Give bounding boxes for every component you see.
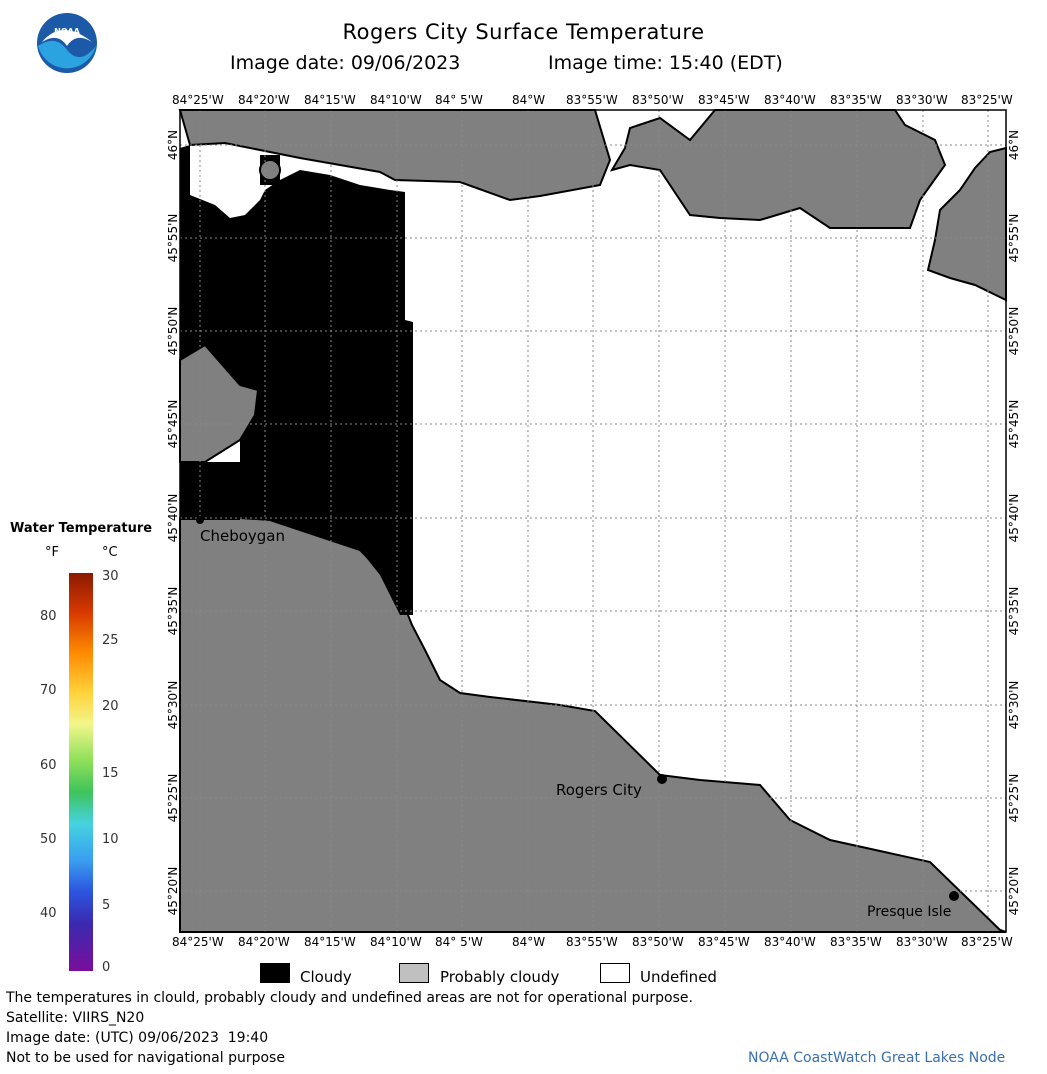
- lat-tick-right: 45°35'N: [1007, 587, 1021, 636]
- land-northeast: [609, 109, 947, 229]
- legend-label-cloudy: Cloudy: [300, 968, 352, 986]
- legend-label-probably-cloudy: Probably cloudy: [440, 968, 560, 986]
- f-tick: 80: [40, 609, 57, 624]
- lon-tick: 84°15'W: [304, 93, 356, 107]
- lon-tick: 84°10'W: [370, 93, 422, 107]
- noaa-logo: NOAA: [36, 12, 98, 74]
- c-tick: 25: [102, 633, 119, 648]
- lon-tick: 84°20'W: [238, 935, 290, 949]
- image-date: Image date: 09/06/2023: [230, 52, 461, 74]
- land-north: [178, 109, 612, 202]
- f-tick: 70: [40, 683, 57, 698]
- rogers-city-marker: [657, 774, 667, 784]
- c-tick: 5: [102, 898, 111, 913]
- land-east: [926, 146, 1007, 302]
- lon-tick: 84°25'W: [172, 93, 224, 107]
- f-tick: 60: [40, 758, 57, 773]
- lat-tick-right: 45°30'N: [1007, 681, 1021, 730]
- lat-tick-left: 45°40'N: [166, 494, 180, 543]
- lon-tick: 84°W: [512, 935, 546, 949]
- satellite-text: Satellite: VIIRS_N20: [6, 1010, 145, 1026]
- logo-text: NOAA: [54, 27, 80, 36]
- image-time: Image time: 15:40 (EDT): [548, 52, 783, 74]
- lat-tick-right: 45°55'N: [1007, 214, 1021, 263]
- disclaimer-text: The temperatures in clould, probably clo…: [6, 990, 693, 1006]
- lat-tick-left: 46°N: [166, 130, 180, 160]
- legend-swatch-undefined: [600, 963, 630, 983]
- presque-isle-marker: [949, 891, 959, 901]
- lat-tick-right: 45°25'N: [1007, 774, 1021, 823]
- nav-warning-text: Not to be used for navigational purpose: [6, 1050, 285, 1066]
- lon-tick: 84° 5'W: [435, 935, 483, 949]
- map-title: Rogers City Surface Temperature: [342, 20, 705, 44]
- lon-tick: 84°15'W: [304, 935, 356, 949]
- lat-tick-right: 45°40'N: [1007, 494, 1021, 543]
- lon-tick: 83°35'W: [830, 93, 882, 107]
- lon-tick: 83°40'W: [764, 935, 816, 949]
- lat-tick-right: 45°50'N: [1007, 307, 1021, 356]
- legend-swatch-cloudy: [260, 963, 290, 983]
- c-tick: 0: [102, 960, 111, 975]
- cheboygan-marker: [196, 516, 204, 524]
- place-label-cheboygan: Cheboygan: [200, 527, 286, 545]
- credit-text: NOAA CoastWatch Great Lakes Node: [748, 1050, 1006, 1066]
- lon-tick: 83°45'W: [698, 93, 750, 107]
- lon-tick: 83°25'W: [961, 93, 1013, 107]
- lon-tick: 84° 5'W: [435, 93, 483, 107]
- legend-label-undefined: Undefined: [640, 968, 717, 986]
- colorbar-unit-c: °C: [102, 545, 118, 560]
- lon-tick: 84°10'W: [370, 935, 422, 949]
- lon-tick: 84°25'W: [172, 935, 224, 949]
- lon-tick: 83°50'W: [632, 93, 684, 107]
- colorbar-unit-f: °F: [45, 545, 59, 560]
- lat-tick-right: 45°20'N: [1007, 867, 1021, 916]
- utc-date-text: Image date: (UTC) 09/06/2023 19:40: [6, 1030, 269, 1046]
- place-label-presque-isle: Presque Isle: [867, 904, 952, 920]
- lon-tick: 83°40'W: [764, 93, 816, 107]
- place-label-rogers-city: Rogers City: [556, 781, 642, 799]
- legend-swatch-probably-cloudy: [399, 963, 429, 983]
- c-tick: 15: [102, 766, 119, 781]
- lon-tick: 83°45'W: [698, 935, 750, 949]
- lat-tick-left: 45°25'N: [166, 774, 180, 823]
- lat-tick-left: 45°30'N: [166, 681, 180, 730]
- lon-tick: 83°55'W: [566, 93, 618, 107]
- colorbar-gradient: [69, 573, 93, 971]
- lat-tick-left: 45°55'N: [166, 214, 180, 263]
- lon-tick: 83°25'W: [961, 935, 1013, 949]
- lon-tick: 83°30'W: [896, 93, 948, 107]
- c-tick: 10: [102, 832, 119, 847]
- lon-tick: 84°W: [512, 93, 546, 107]
- colorbar-title: Water Temperature: [10, 521, 153, 536]
- lon-tick: 83°55'W: [566, 935, 618, 949]
- lat-tick-left: 45°45'N: [166, 400, 180, 449]
- f-tick: 40: [40, 906, 57, 921]
- f-tick: 50: [40, 832, 57, 847]
- lon-tick: 83°35'W: [830, 935, 882, 949]
- lon-tick: 83°30'W: [896, 935, 948, 949]
- lon-tick: 84°20'W: [238, 93, 290, 107]
- c-tick: 20: [102, 699, 119, 714]
- lat-tick-right: 45°45'N: [1007, 400, 1021, 449]
- lat-tick-left: 45°35'N: [166, 587, 180, 636]
- lat-tick-left: 45°50'N: [166, 307, 180, 356]
- lon-tick: 83°50'W: [632, 935, 684, 949]
- c-tick: 30: [102, 569, 119, 584]
- lat-tick-left: 45°20'N: [166, 867, 180, 916]
- lat-tick-right: 46°N: [1007, 130, 1021, 160]
